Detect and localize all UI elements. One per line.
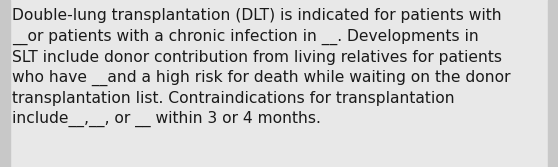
Text: Double-lung transplantation (DLT) is indicated for patients with
__or patients w: Double-lung transplantation (DLT) is ind… — [12, 8, 511, 127]
Bar — [548, 0, 558, 167]
Bar — [0, 0, 10, 167]
